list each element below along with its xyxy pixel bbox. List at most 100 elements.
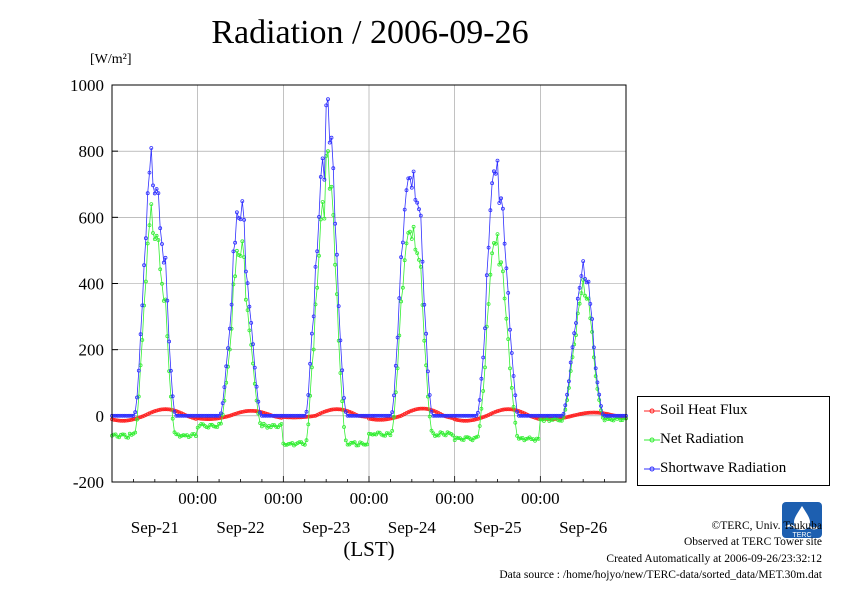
point-shortwave-radiation (336, 304, 341, 309)
point-soil-heat-flux (245, 409, 250, 413)
point-shortwave-radiation (272, 413, 277, 418)
point-soil-heat-flux (324, 409, 329, 414)
point-shortwave-radiation (390, 410, 395, 415)
point-shortwave-radiation (168, 368, 173, 373)
point-soil-heat-flux (192, 416, 197, 421)
point-net-radiation (147, 223, 152, 228)
credit-created: Created Automatically at 2006-09-26/23:3… (606, 552, 822, 565)
point-net-radiation (493, 241, 498, 246)
point-soil-heat-flux (472, 417, 477, 422)
point-net-radiation (117, 435, 121, 440)
point-net-radiation (320, 200, 325, 204)
point-shortwave-radiation (383, 413, 388, 418)
point-net-radiation (452, 438, 457, 443)
point-shortwave-radiation (243, 269, 248, 274)
point-shortwave-radiation (192, 413, 197, 418)
point-net-radiation (418, 264, 423, 269)
point-soil-heat-flux (497, 408, 502, 413)
point-shortwave-radiation (588, 301, 593, 306)
point-shortwave-radiation (400, 240, 405, 245)
point-shortwave-radiation (165, 298, 170, 303)
point-shortwave-radiation (340, 368, 345, 373)
point-shortwave-radiation (281, 413, 286, 418)
point-net-radiation (408, 229, 412, 234)
point-shortwave-radiation (286, 413, 291, 418)
point-shortwave-radiation (136, 368, 141, 373)
point-net-radiation (550, 417, 555, 422)
point-soil-heat-flux (251, 408, 255, 413)
point-shortwave-radiation (470, 413, 475, 418)
point-shortwave-radiation (599, 404, 603, 408)
x-time-label: 00:00 (178, 489, 217, 508)
point-shortwave-radiation (233, 240, 238, 245)
point-net-radiation (483, 365, 487, 370)
point-soil-heat-flux (474, 417, 479, 422)
point-shortwave-radiation (204, 413, 209, 418)
point-soil-heat-flux (127, 418, 132, 423)
point-net-radiation (477, 424, 482, 428)
point-net-radiation (383, 433, 388, 438)
point-shortwave-radiation (160, 242, 164, 246)
x-date-label: Sep-25 (473, 518, 521, 537)
point-shortwave-radiation (620, 413, 625, 418)
point-shortwave-radiation (193, 413, 198, 418)
legend: Soil Heat Flux Net Radiation Shortwave R… (637, 396, 830, 486)
point-shortwave-radiation (258, 410, 263, 415)
point-net-radiation (597, 398, 602, 402)
point-shortwave-radiation (392, 393, 396, 398)
point-shortwave-radiation (331, 166, 336, 171)
point-shortwave-radiation (466, 413, 471, 418)
point-soil-heat-flux (217, 416, 222, 421)
point-shortwave-radiation (465, 413, 470, 418)
point-net-radiation (413, 247, 418, 252)
point-shortwave-radiation (552, 413, 557, 418)
point-shortwave-radiation (154, 187, 159, 191)
point-shortwave-radiation (119, 413, 123, 418)
credit-source: Data source : /home/hojyo/new/TERC-data/… (499, 568, 822, 581)
point-soil-heat-flux (168, 407, 173, 412)
point-soil-heat-flux (140, 414, 145, 419)
point-shortwave-radiation (229, 302, 234, 307)
point-shortwave-radiation (425, 369, 430, 374)
point-shortwave-radiation (486, 245, 491, 250)
point-net-radiation (463, 435, 468, 440)
point-soil-heat-flux (322, 409, 327, 414)
point-soil-heat-flux (574, 413, 578, 417)
point-soil-heat-flux (138, 415, 143, 420)
point-soil-heat-flux (570, 413, 575, 418)
point-shortwave-radiation (567, 379, 571, 384)
point-soil-heat-flux (160, 407, 164, 412)
point-shortwave-radiation (145, 191, 150, 196)
point-soil-heat-flux (350, 411, 355, 416)
point-shortwave-radiation (463, 413, 468, 418)
point-net-radiation (384, 431, 389, 436)
point-soil-heat-flux (234, 411, 239, 416)
point-shortwave-radiation (545, 413, 550, 418)
point-soil-heat-flux (408, 409, 412, 414)
point-shortwave-radiation (561, 411, 566, 416)
point-shortwave-radiation (549, 413, 553, 418)
point-soil-heat-flux (567, 414, 571, 419)
point-net-radiation (340, 399, 345, 404)
point-net-radiation (215, 425, 220, 429)
point-shortwave-radiation (163, 255, 168, 260)
point-net-radiation (524, 437, 528, 441)
point-net-radiation (318, 217, 323, 222)
point-shortwave-radiation (322, 177, 327, 182)
point-shortwave-radiation (574, 321, 578, 325)
point-soil-heat-flux (331, 407, 336, 412)
point-net-radiation (154, 233, 159, 238)
point-soil-heat-flux (493, 409, 498, 414)
point-net-radiation (151, 231, 155, 235)
point-soil-heat-flux (466, 418, 471, 423)
point-soil-heat-flux (572, 413, 577, 418)
point-net-radiation (417, 257, 421, 262)
point-shortwave-radiation (563, 403, 568, 408)
point-shortwave-radiation (222, 385, 227, 390)
point-shortwave-radiation (338, 338, 343, 343)
point-shortwave-radiation (259, 413, 264, 418)
x-time-label: 00:00 (350, 489, 389, 508)
point-shortwave-radiation (342, 396, 346, 400)
point-shortwave-radiation (495, 158, 500, 163)
point-soil-heat-flux (481, 415, 486, 420)
